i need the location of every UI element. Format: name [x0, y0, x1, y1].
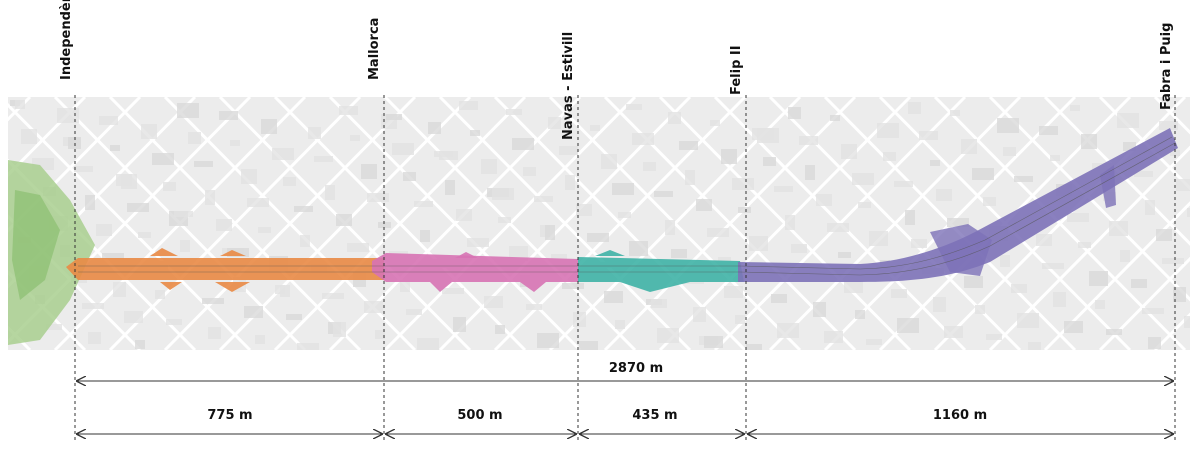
station-label-3: Felip II — [729, 45, 744, 95]
route-segment-independencia-mallorca — [66, 258, 384, 280]
dimension-lines — [77, 381, 1173, 434]
station-label-4: Fabra i Puig — [1159, 22, 1174, 110]
station-label-1: Mallorca — [367, 17, 382, 80]
total-length-label: 2870 m — [608, 361, 664, 376]
segment-length-label-1: 775 m — [207, 408, 253, 423]
segment-length-label-4: 1160 m — [932, 408, 988, 423]
route-segment-mallorca-navas — [372, 253, 578, 282]
route-segment-2-bulges — [430, 252, 546, 292]
route-segment-navas-felip — [578, 257, 744, 282]
segment-length-label-2: 500 m — [457, 408, 503, 423]
park-inner — [12, 190, 60, 300]
route-corridor — [66, 128, 1178, 292]
route-segment-3-bulges — [595, 250, 690, 292]
station-label-0: Independència — [59, 0, 74, 80]
track-lines — [78, 136, 1176, 276]
route-segment-1-bulges — [150, 248, 250, 292]
route-segment-4-bulges — [930, 165, 1116, 276]
station-label-2: Navas - Estivill — [561, 31, 576, 140]
segment-length-label-3: 435 m — [632, 408, 678, 423]
